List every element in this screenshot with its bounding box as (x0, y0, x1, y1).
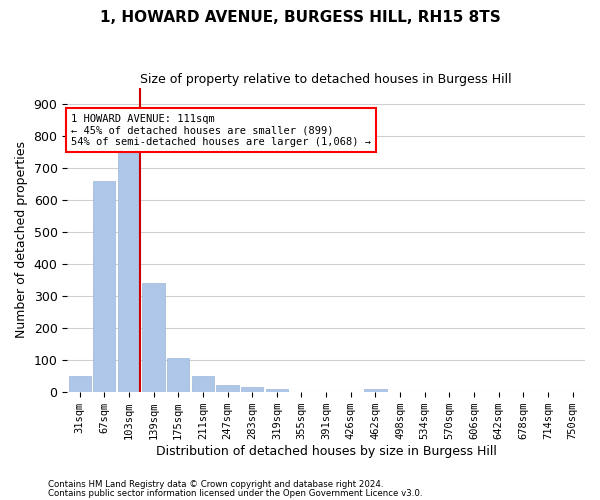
Bar (93, 181, 115, 392)
Bar (364, 389, 386, 392)
X-axis label: Distribution of detached houses by size in Burgess Hill: Distribution of detached houses by size … (156, 444, 497, 458)
Bar (68, 376, 91, 392)
Bar (167, 358, 190, 392)
Text: Contains HM Land Registry data © Crown copyright and database right 2024.: Contains HM Land Registry data © Crown c… (48, 480, 383, 489)
Bar (118, 152, 140, 392)
Title: Size of property relative to detached houses in Burgess Hill: Size of property relative to detached ho… (140, 72, 512, 86)
Bar (266, 389, 288, 392)
Text: Contains public sector information licensed under the Open Government Licence v3: Contains public sector information licen… (48, 488, 422, 498)
Bar (142, 283, 164, 392)
Text: 1, HOWARD AVENUE, BURGESS HILL, RH15 8TS: 1, HOWARD AVENUE, BURGESS HILL, RH15 8TS (100, 10, 500, 25)
Text: 1 HOWARD AVENUE: 111sqm
← 45% of detached houses are smaller (899)
54% of semi-d: 1 HOWARD AVENUE: 111sqm ← 45% of detache… (71, 114, 371, 147)
Bar (241, 387, 263, 392)
Y-axis label: Number of detached properties: Number of detached properties (15, 142, 28, 338)
Bar (192, 376, 214, 392)
Bar (217, 384, 239, 392)
